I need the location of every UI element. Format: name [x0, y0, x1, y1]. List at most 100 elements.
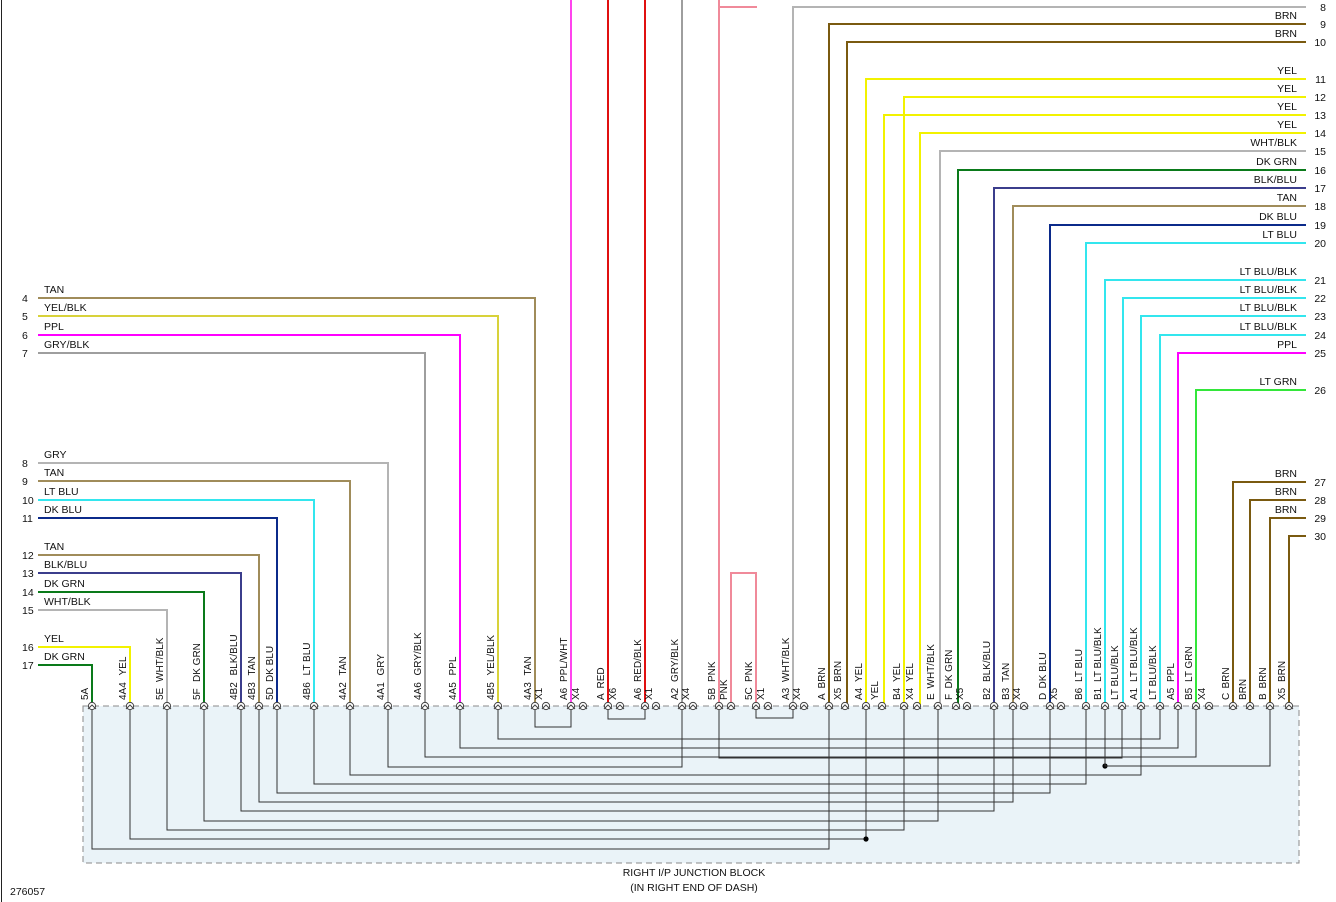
- terminal-connector: [962, 701, 972, 711]
- left-wire-number: 14: [22, 587, 34, 599]
- terminal-wire-label: WHT/BLK: [926, 644, 937, 689]
- terminal-chevron: [87, 704, 97, 710]
- terminal-chevron: [1204, 704, 1214, 710]
- terminal-chevron: [199, 704, 209, 710]
- right-wire-label: LT BLU/BLK: [1240, 302, 1297, 314]
- terminal-pin-label: X4: [681, 687, 692, 700]
- terminal-pin-label: X5: [955, 687, 966, 700]
- left-wire-number: 15: [22, 605, 34, 617]
- terminal-wire-label: LT BLU/BLK: [1093, 627, 1104, 682]
- right-wire-number: 12: [1314, 92, 1326, 104]
- left-wire-number: 16: [22, 642, 34, 654]
- terminal-chevron: [1056, 704, 1066, 710]
- terminal-pin-label: B: [1258, 693, 1269, 700]
- left-wire-label: LT BLU: [44, 486, 79, 498]
- terminal-wire-label: YEL: [892, 663, 903, 682]
- terminal-wire-label: BRN: [1258, 667, 1269, 688]
- left-wire-12: [38, 554, 260, 706]
- terminal-chevron: [383, 704, 393, 710]
- terminal-wire-label: GRY/BLK: [413, 632, 424, 675]
- terminal-connector: [1100, 701, 1110, 711]
- right-wire-label: BRN: [1275, 504, 1297, 516]
- terminal-pin-label: X5: [833, 687, 844, 700]
- right-wire-number: 13: [1314, 110, 1326, 122]
- left-wire-15: [38, 609, 168, 706]
- terminal-pin-label: 4B6: [302, 682, 313, 700]
- terminal-chevron: [677, 704, 687, 710]
- left-wire-label: GRY/BLK: [44, 339, 89, 351]
- terminal-wire-label: WHT/BLK: [781, 637, 792, 682]
- terminal-pin-label: X4: [792, 687, 803, 700]
- terminal-chevron: [899, 704, 909, 710]
- terminal-connector: [420, 701, 430, 711]
- terminal-connector: [199, 701, 209, 711]
- terminal-pin-label: 4A3: [523, 682, 534, 700]
- terminal-pin-label: B2: [982, 687, 993, 700]
- terminal-connector: [615, 701, 625, 711]
- terminal-wire-label: RED/BLK: [633, 639, 644, 682]
- terminal-chevron: [1265, 704, 1275, 710]
- right-wire-20: [1085, 242, 1306, 706]
- right-wire-number: 27: [1314, 477, 1326, 489]
- terminal-wire-label: YEL: [905, 663, 916, 682]
- junction-block-internal-traces: [91, 706, 1271, 850]
- terminal-wire-label: YEL: [854, 663, 865, 682]
- terminal-pin-label: A5: [1166, 687, 1177, 700]
- terminal-chevron: [877, 704, 887, 710]
- terminal-wire-label: TAN: [1001, 663, 1012, 682]
- terminal-connector: [383, 701, 393, 711]
- terminal-connector: [1245, 701, 1255, 711]
- right-wire-28: [1249, 499, 1306, 706]
- right-wire-label: DK GRN: [1256, 156, 1297, 168]
- block-title: RIGHT I/P JUNCTION BLOCK: [623, 867, 766, 879]
- right-wire-number: 10: [1314, 37, 1326, 49]
- terminal-chevron: [541, 704, 551, 710]
- left-wire-13: [38, 572, 242, 706]
- right-wire-label: BLK/BLU: [1254, 174, 1297, 186]
- terminal-pin-label: A: [596, 693, 607, 700]
- terminal-chevron: [951, 704, 961, 710]
- terminal-connector: [603, 701, 613, 711]
- terminal-connector: [933, 701, 943, 711]
- terminal-chevron: [603, 704, 613, 710]
- terminal-pin-label: A6: [559, 687, 570, 700]
- right-wire-8: [792, 6, 1306, 706]
- terminal-connector: [272, 701, 282, 711]
- internal-trace: [258, 706, 1014, 803]
- left-wire-17: [38, 664, 93, 706]
- terminal-connector: [578, 701, 588, 711]
- terminal-chevron: [751, 704, 761, 710]
- left-wire-label: BLK/BLU: [44, 559, 87, 571]
- right-wire-25: [1177, 352, 1306, 706]
- terminal-connector: [309, 701, 319, 711]
- terminal-chevron: [236, 704, 246, 710]
- terminal-chevron: [714, 704, 724, 710]
- terminal-chevron: [1045, 704, 1055, 710]
- left-wire-5: [38, 315, 499, 706]
- left-wire-label: TAN: [44, 467, 64, 479]
- right-wire-number: 8: [1320, 2, 1326, 14]
- terminal-connector: [1019, 701, 1029, 711]
- terminal-pin-label: B1: [1093, 687, 1104, 700]
- left-wire-label: DK GRN: [44, 578, 85, 590]
- terminal-pin-label: 5C: [744, 687, 755, 700]
- left-wire-label: GRY: [44, 449, 67, 461]
- terminal-connector: [1008, 701, 1018, 711]
- right-wire-22: [1122, 297, 1306, 706]
- internal-trace: [459, 706, 1179, 749]
- terminal-connector: [345, 701, 355, 711]
- terminal-wire-label: PNK: [707, 661, 718, 682]
- left-wire-label: YEL/BLK: [44, 302, 87, 314]
- terminal-connector: [899, 701, 909, 711]
- terminal-pin-label: 5D: [265, 687, 276, 700]
- terminal-chevron: [615, 704, 625, 710]
- terminal-connector: [541, 701, 551, 711]
- terminal-pin-label: B3: [1001, 687, 1012, 700]
- terminal-connector: [493, 701, 503, 711]
- right-wire-label: PPL: [1277, 339, 1297, 351]
- terminal-connector: [566, 701, 576, 711]
- terminal-wire-label: BRN: [1277, 661, 1288, 682]
- block-subtitle: (IN RIGHT END OF DASH): [630, 882, 758, 894]
- terminal-pin-label: 4A6: [413, 682, 424, 700]
